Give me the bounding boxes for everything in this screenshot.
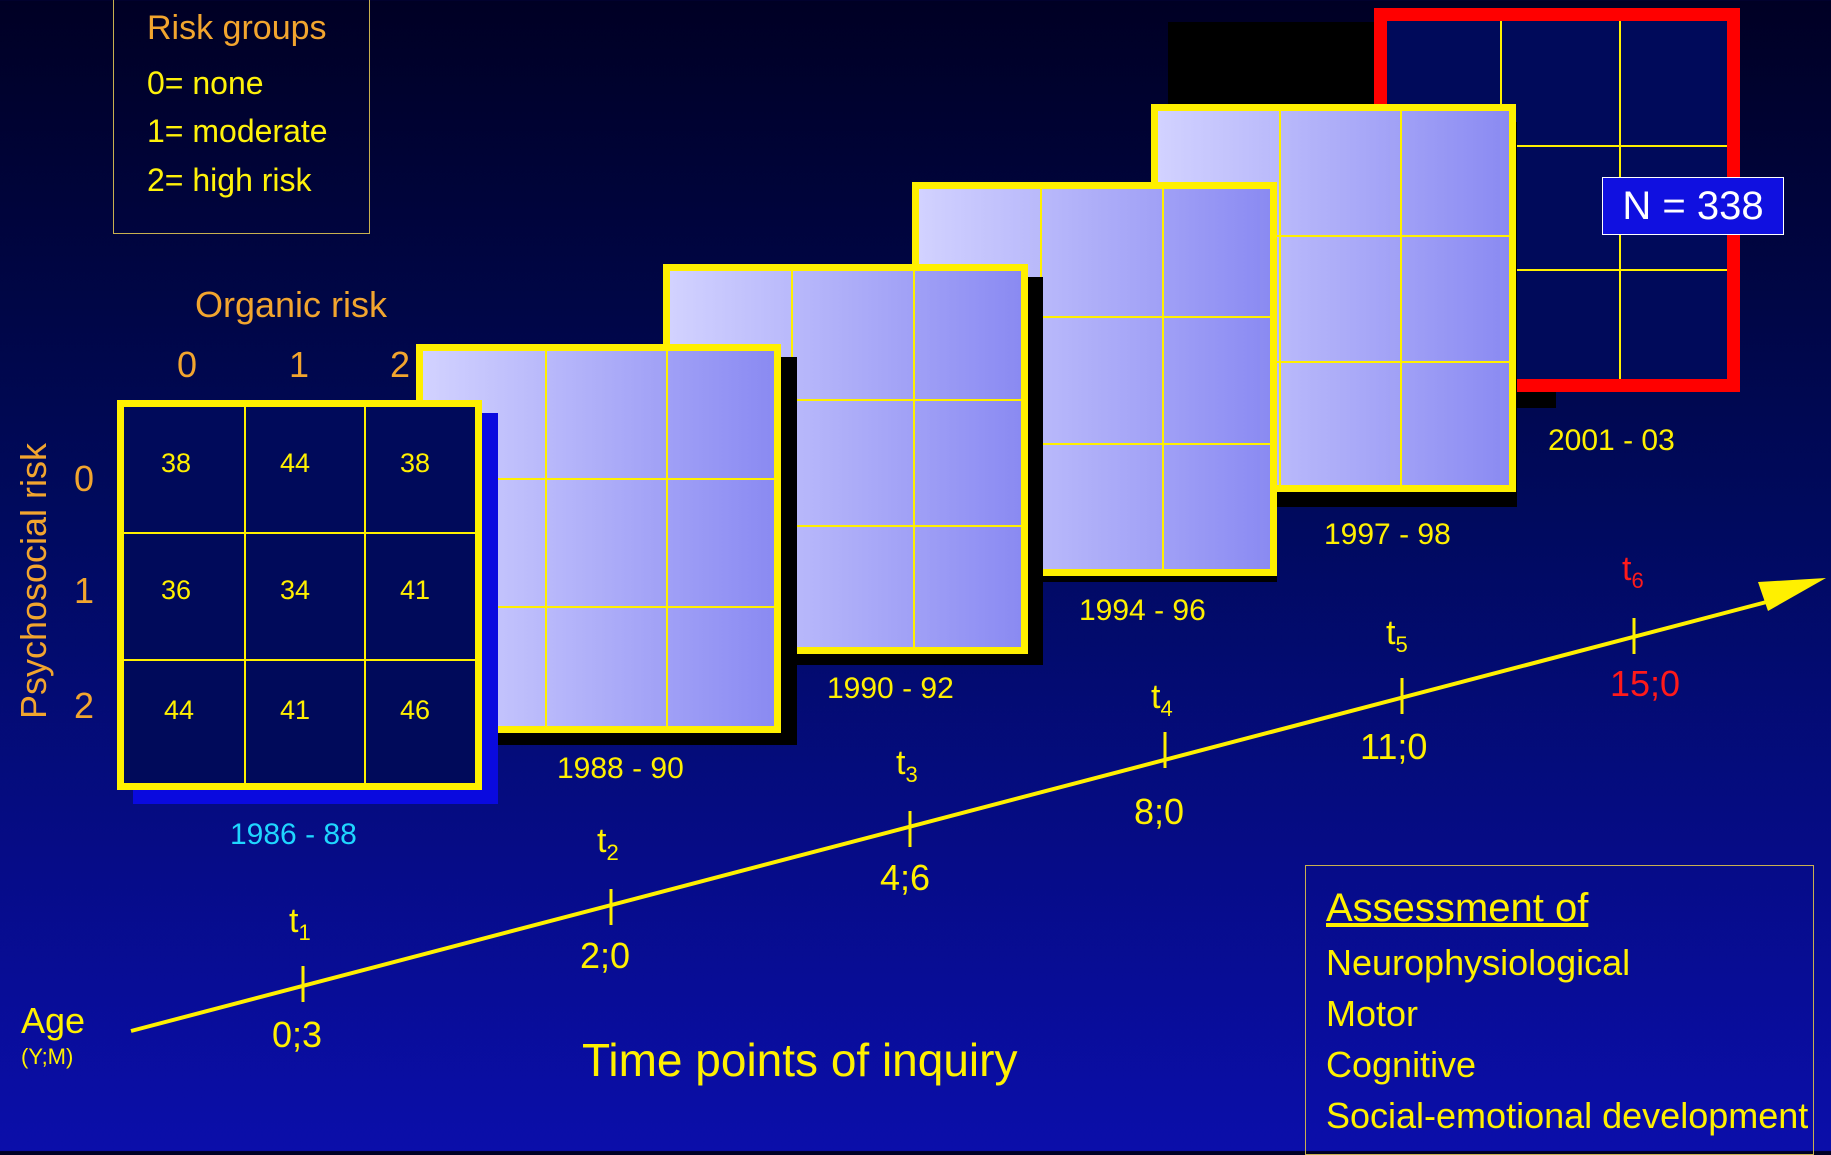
organic-level-1: 1: [288, 344, 310, 385]
sample-size-badge: N = 338: [1602, 177, 1784, 235]
age-value-t1: 0;3: [272, 1014, 323, 1055]
grid-line: [124, 532, 475, 534]
timeline-arrowhead: [1758, 578, 1826, 611]
cell-p1-o1: 34: [279, 575, 311, 605]
cell-p0-o1: 44: [279, 448, 311, 478]
assessment-item-motor: Motor: [1326, 993, 1419, 1034]
grid-line: [244, 407, 246, 783]
grid-line: [913, 271, 915, 647]
psychosocial-level-0: 0: [74, 458, 95, 499]
period-label-1997-98: 1997 - 98: [1324, 518, 1451, 551]
timeline-axis-title: Time points of inquiry: [582, 1034, 1018, 1086]
psychosocial-level-1: 1: [74, 570, 95, 611]
organic-level-2: 2: [390, 344, 411, 385]
cell-p2-o0: 44: [163, 695, 195, 725]
timepoint-label-t1: t1: [289, 902, 311, 945]
age-axis-title: Age: [21, 1000, 86, 1041]
grid-line: [919, 443, 1270, 445]
period-label-1994-96: 1994 - 96: [1079, 594, 1206, 627]
grid-line: [1158, 235, 1509, 237]
cell-p0-o2: 38: [399, 448, 431, 478]
assessment-title: Assessment of: [1326, 886, 1589, 930]
period-label-2001-03: 2001 - 03: [1548, 424, 1675, 457]
timeline-line: [130, 597, 1779, 1033]
period-label-1986-88: 1986 - 88: [230, 818, 357, 851]
legend-item-none: 0= none: [147, 65, 264, 101]
period-label-1988-90: 1988 - 90: [557, 752, 684, 785]
grid-line: [1400, 111, 1402, 485]
legend-item-high-risk: 2= high risk: [147, 162, 312, 198]
legend-item-moderate: 1= moderate: [147, 113, 328, 149]
assessment-item-social-emotional: Social-emotional development: [1326, 1095, 1809, 1136]
age-value-t5: 11;0: [1360, 726, 1428, 767]
grid-line: [1162, 189, 1164, 569]
timepoint-label-t5: t5: [1386, 614, 1408, 657]
grid-line: [1279, 111, 1281, 485]
grid-line: [423, 478, 774, 480]
cell-p0-o0: 38: [160, 448, 192, 478]
age-value-t6: 15;0: [1610, 663, 1681, 704]
timepoint-label-t4: t4: [1151, 678, 1173, 721]
cell-p1-o2: 41: [399, 575, 431, 605]
cell-p2-o2: 46: [399, 695, 431, 725]
age-value-t2: 2;0: [580, 935, 631, 976]
assessment-item-cognitive: Cognitive: [1326, 1044, 1477, 1085]
age-value-t4: 8;0: [1134, 791, 1185, 832]
assessment-item-neurophysiological: Neurophysiological: [1326, 942, 1631, 983]
grid-line: [919, 316, 1270, 318]
risk-groups-legend: Risk groups 0= none 1= moderate 2= high …: [113, 0, 370, 234]
grid-line: [1158, 361, 1509, 363]
organic-level-0: 0: [176, 344, 198, 385]
grid-line: [1387, 269, 1727, 271]
grid-line: [670, 399, 1021, 401]
grid-line: [364, 407, 366, 783]
grid-line: [545, 351, 547, 726]
assessment-box: Assessment of Neurophysiological Motor C…: [1305, 865, 1814, 1155]
cell-p2-o1: 41: [279, 695, 311, 725]
timepoint-label-t2: t2: [597, 822, 619, 865]
grid-line: [670, 525, 1021, 527]
period-label-1990-92: 1990 - 92: [827, 672, 954, 705]
grid-line: [666, 351, 668, 726]
grid-line: [1387, 145, 1727, 147]
age-axis-unit: (Y;M): [21, 1044, 74, 1069]
psychosocial-level-2: 2: [74, 685, 95, 726]
organic-risk-title: Organic risk: [195, 284, 388, 325]
grid-line: [124, 659, 475, 661]
age-value-t3: 4;6: [880, 857, 931, 898]
grid-panel-1986-88: [117, 400, 482, 790]
cell-p1-o0: 36: [160, 575, 192, 605]
timepoint-label-t3: t3: [896, 744, 918, 787]
legend-title: Risk groups: [147, 9, 327, 47]
timepoint-label-t6: t6: [1622, 550, 1644, 593]
grid-line: [423, 606, 774, 608]
